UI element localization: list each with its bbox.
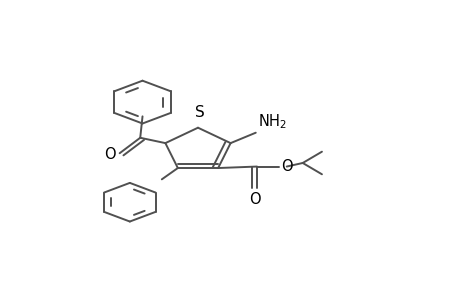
Text: S: S <box>195 105 205 120</box>
Text: O: O <box>248 192 260 207</box>
Text: O: O <box>280 159 292 174</box>
Text: NH$_2$: NH$_2$ <box>257 112 286 131</box>
Text: O: O <box>104 147 115 162</box>
